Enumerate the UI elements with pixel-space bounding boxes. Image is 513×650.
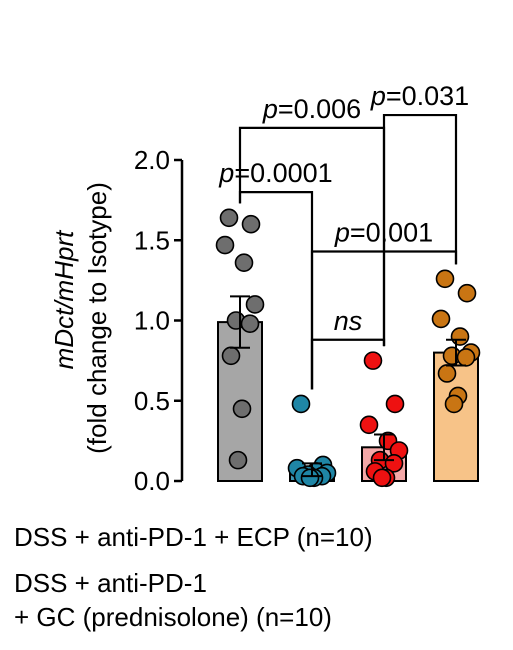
y-tick-label: 0.0 xyxy=(134,466,170,496)
data-point xyxy=(245,295,265,314)
significance-label: p=0.001 xyxy=(334,217,433,247)
data-point xyxy=(219,208,239,228)
data-point xyxy=(359,415,379,435)
bars xyxy=(217,321,479,483)
y-tick-label: 1.5 xyxy=(134,225,170,255)
data-point xyxy=(384,454,404,473)
significance-annotations: p=0.0001 p=0.006 p=0.031 p=0.001 ns xyxy=(218,81,469,390)
data-point xyxy=(437,364,457,383)
significance-bracket xyxy=(382,113,458,347)
data-point xyxy=(234,253,254,273)
data-point xyxy=(232,399,252,419)
data-point xyxy=(372,468,392,488)
significance-bracket xyxy=(310,338,386,390)
data-point xyxy=(450,327,470,346)
error-bars xyxy=(230,295,466,478)
data-point xyxy=(444,394,464,414)
data-point xyxy=(385,394,405,414)
data-point xyxy=(228,450,248,470)
y-axis-title-unit: (fold change to Isotype) xyxy=(82,182,112,454)
data-point xyxy=(241,214,261,234)
data-point xyxy=(300,468,320,488)
data-point xyxy=(456,348,476,367)
data-point xyxy=(435,269,455,289)
significance-label: p=0.0001 xyxy=(218,158,332,188)
legend-gc-line2: + GC (prednisolone) (n=10) xyxy=(14,602,332,632)
y-tick-label: 0.5 xyxy=(134,386,170,416)
data-point xyxy=(291,394,311,414)
data-point xyxy=(221,346,241,366)
data-point xyxy=(363,351,383,370)
data-point xyxy=(431,309,451,329)
y-tick-label: 2.0 xyxy=(134,145,170,175)
data-point xyxy=(240,314,260,334)
data-points xyxy=(215,208,481,488)
data-point xyxy=(457,283,477,303)
significance-label: p=0.031 xyxy=(370,81,469,111)
data-point xyxy=(215,235,235,255)
y-tick-label: 1.0 xyxy=(134,306,170,336)
y-axis-title-gene: mDct/mHprt xyxy=(49,229,79,369)
significance-bracket xyxy=(310,250,458,390)
y-axis: 0.0 0.5 1.0 1.5 2.0 xyxy=(134,145,184,496)
legend-ecp: DSS + anti-PD-1 + ECP (n=10) xyxy=(14,522,373,552)
significance-label: ns xyxy=(334,306,363,336)
significance-label: p=0.006 xyxy=(262,94,361,124)
legend-gc-line1: DSS + anti-PD-1 xyxy=(14,568,207,598)
